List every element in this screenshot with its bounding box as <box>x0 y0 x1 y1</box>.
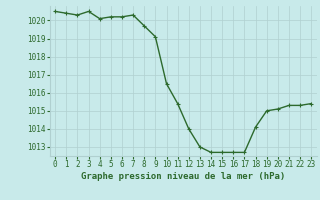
X-axis label: Graphe pression niveau de la mer (hPa): Graphe pression niveau de la mer (hPa) <box>81 172 285 181</box>
